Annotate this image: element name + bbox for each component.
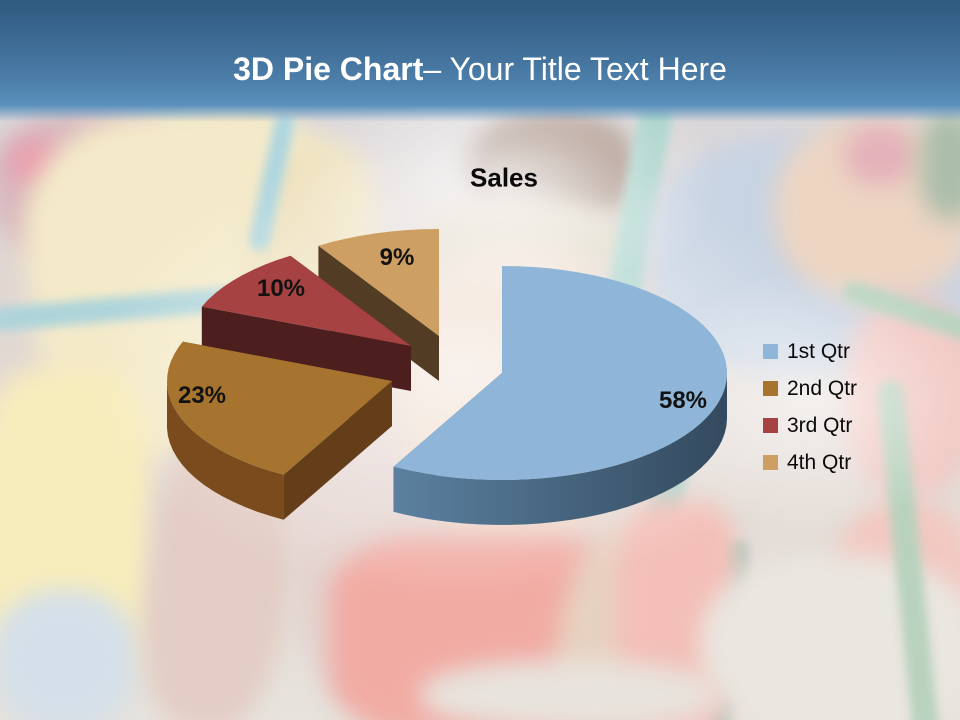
data-label-4th-qtr: 9% (379, 244, 415, 271)
title-bar: 3D Pie Chart– Your Title Text Here (0, 0, 960, 122)
legend-swatch (763, 455, 778, 470)
slide-title-rest: – Your Title Text Here (423, 51, 727, 87)
legend-label: 4th Qtr (787, 450, 852, 474)
legend-item: 3rd Qtr (763, 407, 857, 444)
pie-slice-1st-qtr (393, 266, 727, 480)
legend-item: 1st Qtr (763, 333, 857, 370)
legend-label: 1st Qtr (787, 339, 851, 363)
pie-slice-4th-qtr (318, 229, 439, 336)
legend: 1st Qtr 2nd Qtr 3rd Qtr 4th Qtr (763, 333, 857, 481)
slide-title: 3D Pie Chart– Your Title Text Here (0, 51, 960, 88)
legend-label: 3rd Qtr (787, 413, 853, 437)
legend-label: 2nd Qtr (787, 376, 858, 400)
data-label-1st-qtr: 58% (658, 387, 708, 414)
slide-title-bold: 3D Pie Chart (233, 51, 424, 87)
data-label-3rd-qtr: 10% (256, 275, 306, 302)
legend-item: 4th Qtr (763, 444, 857, 481)
pie-wall-3rd-qtr (201, 306, 411, 391)
legend-swatch (763, 418, 778, 433)
legend-swatch (763, 381, 778, 396)
pie-slice-2nd-qtr (167, 341, 392, 475)
data-label-2nd-qtr: 23% (177, 382, 227, 409)
chart-title: Sales (470, 162, 538, 193)
legend-swatch (763, 344, 778, 359)
legend-item: 2nd Qtr (763, 370, 857, 407)
pie-rim-1st-qtr (393, 373, 727, 525)
pie-rim-2nd-qtr (167, 381, 284, 520)
pie-slice-3rd-qtr (201, 255, 411, 346)
